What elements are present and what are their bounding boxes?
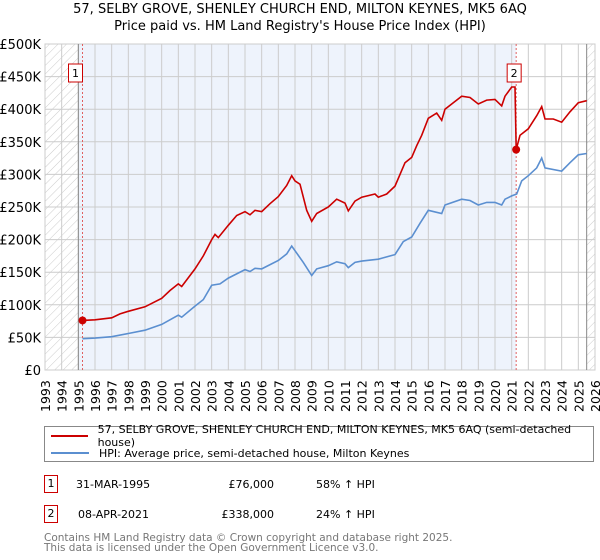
x-tick-label: 2013 [371,380,386,412]
transaction-date: 08-APR-2021 [78,508,150,521]
legend-swatch-blue [51,452,89,454]
legend-label: HPI: Average price, semi-detached house,… [99,446,410,460]
legend-swatch-red [51,435,88,437]
y-tick-label: £350K [0,136,41,151]
x-tick-label: 2011 [338,380,353,412]
x-tick-label: 2008 [288,380,303,412]
footer-copyright: Contains HM Land Registry data © Crown c… [44,532,453,544]
y-tick-label: £500K [0,38,41,53]
transaction-date: 31-MAR-1995 [76,478,151,491]
sale-point [78,316,87,325]
x-tick-label: 2002 [188,380,203,412]
legend: 57, SELBY GROVE, SHENLEY CHURCH END, MIL… [44,423,594,462]
x-tick-label: 2006 [255,380,270,412]
legend-item-hpi: HPI: Average price, semi-detached house,… [51,445,409,461]
y-tick-label: £50K [8,331,42,346]
chart-title: 57, SELBY GROVE, SHENLEY CHURCH END, MIL… [73,2,527,17]
legend-item-property: 57, SELBY GROVE, SHENLEY CHURCH END, MIL… [51,423,593,449]
transaction-badge: 1 [44,475,58,493]
y-tick-label: £200K [0,234,41,249]
x-tick-label: 1993 [38,380,53,412]
x-tick-label: 2016 [421,380,436,412]
price-chart: £0 £50K £100K £150K £200K £250K £300K £350K £400… [0,38,600,412]
y-tick-label: £150K [0,266,41,281]
y-tick-label: £300K [0,168,41,183]
x-tick-label: 2017 [438,380,453,412]
x-tick-label: 2003 [205,380,220,412]
sale-label-border [506,63,522,83]
x-tick-label: 2018 [455,380,470,412]
x-tick-label: 2024 [555,380,570,412]
x-tick-label: 1994 [55,380,70,412]
transaction-badge: 2 [44,505,58,523]
x-tick-label: 2019 [471,380,486,412]
transaction-hpi: 24% ↑ HPI [316,508,375,521]
x-tick-label: 2023 [538,380,553,412]
x-tick-label: 2025 [571,380,586,412]
y-tick-label: £0 [24,364,41,379]
x-tick-label: 2000 [155,380,170,412]
x-tick-label: 2015 [405,380,420,412]
transaction-hpi: 58% ↑ HPI [316,478,375,491]
y-tick-label: £250K [0,201,41,216]
x-tick-label: 2007 [271,380,286,412]
transaction-price: £338,000 [221,508,275,521]
transaction-price: £76,000 [228,478,275,491]
legend-label: 57, SELBY GROVE, SHENLEY CHURCH END, MIL… [97,423,572,449]
x-tick-label: 1997 [105,380,120,412]
sale-label-number: 2 [511,67,518,80]
sale-label-box: 1 [68,63,83,83]
x-tick-label: 2026 [588,380,600,412]
x-tick-label: 2001 [171,380,186,412]
sale-point [512,145,521,154]
x-tick-label: 2020 [488,380,503,412]
x-tick-label: 2022 [521,380,536,412]
chart-subtitle: Price paid vs. HM Land Registry's House … [114,19,486,34]
y-tick-label: £100K [0,299,41,314]
x-tick-label: 2014 [388,380,403,412]
y-tick-label: £450K [0,71,41,86]
sale-label-border [68,63,83,83]
sale-label-number: 1 [72,67,79,80]
x-tick-label: 2021 [505,380,520,412]
x-tick-label: 2004 [221,380,236,412]
sale-label-box: 2 [506,63,522,83]
hpi-series-line [82,152,587,340]
x-tick-label: 1998 [121,380,136,412]
x-tick-label: 2012 [355,380,370,412]
x-tick-label: 1999 [138,380,153,412]
x-tick-label: 2009 [305,380,320,412]
plot-border [44,43,596,371]
x-tick-label: 2005 [238,380,253,412]
x-tick-label: 1996 [88,380,103,412]
footer-licence: This data is licensed under the Open Gov… [44,542,379,554]
property-series-line [82,86,587,322]
x-tick-label: 1995 [71,380,86,412]
y-tick-label: £400K [0,103,41,118]
x-tick-label: 2010 [321,380,336,412]
